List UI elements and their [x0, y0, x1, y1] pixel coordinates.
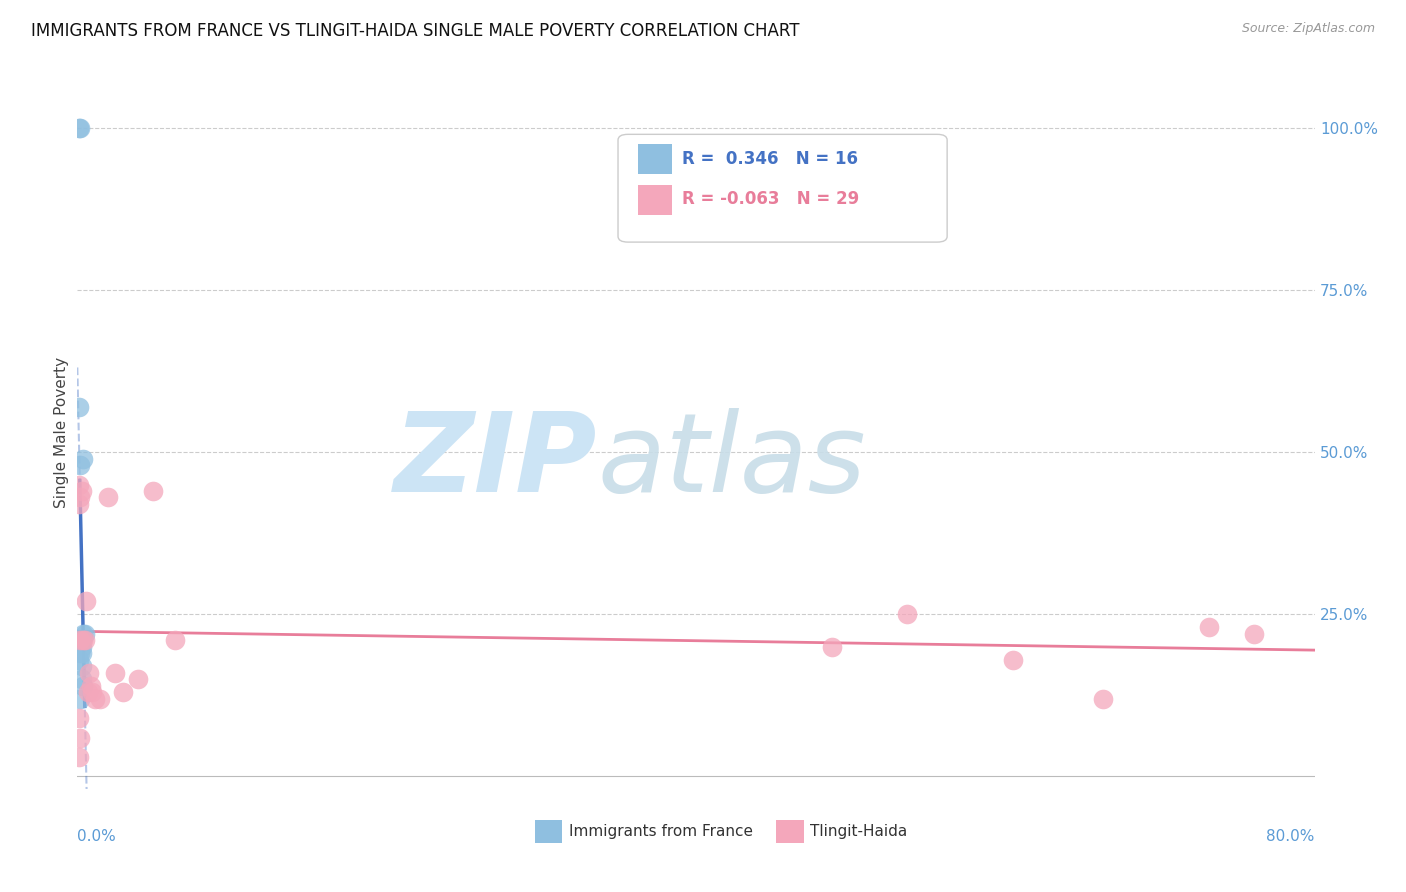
Point	[67, 400, 90, 414]
Text: IMMIGRANTS FROM FRANCE VS TLINGIT-HAIDA SINGLE MALE POVERTY CORRELATION CHART: IMMIGRANTS FROM FRANCE VS TLINGIT-HAIDA …	[31, 22, 800, 40]
Point	[69, 633, 91, 648]
Text: 0.0%: 0.0%	[77, 829, 117, 844]
Point	[70, 672, 93, 686]
Text: atlas: atlas	[598, 408, 866, 515]
Point	[72, 626, 94, 640]
Point	[111, 685, 134, 699]
Point	[1001, 653, 1024, 667]
Point	[70, 659, 93, 673]
Point	[69, 691, 91, 706]
Point	[89, 691, 111, 706]
Point	[165, 633, 187, 648]
Point	[72, 633, 94, 648]
Text: R = -0.063   N = 29: R = -0.063 N = 29	[682, 190, 859, 208]
Point	[73, 633, 96, 648]
Point	[104, 665, 127, 680]
Text: Source: ZipAtlas.com: Source: ZipAtlas.com	[1241, 22, 1375, 36]
Point	[79, 665, 101, 680]
FancyBboxPatch shape	[619, 135, 948, 242]
FancyBboxPatch shape	[776, 820, 804, 843]
Point	[84, 691, 107, 706]
Point	[67, 750, 90, 764]
Point	[70, 483, 93, 498]
Point	[896, 607, 918, 622]
Point	[1092, 691, 1115, 706]
Point	[70, 633, 93, 648]
Point	[1198, 620, 1220, 634]
Y-axis label: Single Male Poverty: Single Male Poverty	[53, 357, 69, 508]
Text: Immigrants from France: Immigrants from France	[568, 824, 752, 839]
Point	[821, 640, 844, 654]
FancyBboxPatch shape	[536, 820, 562, 843]
Point	[67, 653, 90, 667]
Point	[75, 594, 97, 608]
Point	[69, 120, 91, 135]
Point	[69, 646, 91, 660]
Point	[70, 640, 93, 654]
Point	[77, 685, 100, 699]
Text: Tlingit-Haida: Tlingit-Haida	[810, 824, 907, 839]
FancyBboxPatch shape	[638, 185, 672, 215]
Point	[72, 451, 94, 466]
Point	[72, 679, 94, 693]
Text: 80.0%: 80.0%	[1267, 829, 1315, 844]
Point	[1243, 626, 1265, 640]
Text: ZIP: ZIP	[394, 408, 598, 515]
Point	[142, 483, 165, 498]
Point	[67, 497, 90, 511]
Point	[69, 491, 91, 505]
Point	[73, 626, 96, 640]
Point	[69, 458, 91, 472]
FancyBboxPatch shape	[638, 145, 672, 174]
Point	[80, 679, 103, 693]
Point	[70, 646, 93, 660]
Point	[67, 711, 90, 725]
Point	[82, 685, 104, 699]
Point	[67, 120, 90, 135]
Point	[69, 731, 91, 745]
Point	[67, 477, 90, 491]
Point	[127, 672, 149, 686]
Text: R =  0.346   N = 16: R = 0.346 N = 16	[682, 150, 858, 168]
Point	[96, 491, 118, 505]
